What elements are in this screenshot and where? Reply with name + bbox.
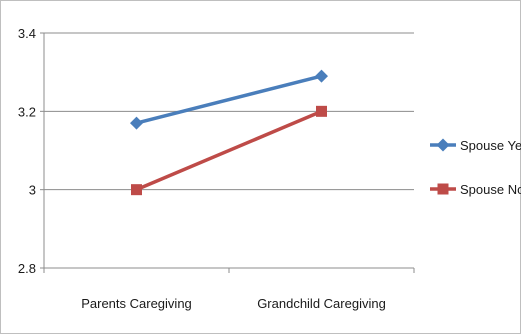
series-line-spouse-yes: [136, 74, 322, 125]
gridlines: [40, 32, 414, 269]
series-group: [130, 69, 328, 196]
legend-marker: [437, 183, 449, 195]
y-tick-label: 3.2: [18, 104, 36, 119]
y-tick-label: 2.8: [18, 261, 36, 276]
x-category-label: Grandchild Caregiving: [257, 296, 386, 311]
legend-label: Spouse No: [460, 182, 521, 197]
y-tick-labels: 2.8 3 3.2 3.4: [18, 26, 36, 276]
y-tick-label: 3.4: [18, 26, 36, 41]
data-point: [130, 116, 143, 130]
data-point: [131, 184, 142, 196]
legend-label: Spouse Yes: [460, 138, 521, 153]
y-tick-label: 3: [29, 183, 36, 198]
data-point: [315, 69, 328, 83]
series-line-spouse-no: [135, 109, 323, 192]
data-point: [316, 105, 327, 117]
legend-marker: [436, 138, 450, 152]
legend: Spouse Yes Spouse No: [430, 138, 521, 197]
x-tick-labels: Parents Caregiving Grandchild Caregiving: [43, 268, 415, 311]
x-category-label: Parents Caregiving: [81, 296, 192, 311]
